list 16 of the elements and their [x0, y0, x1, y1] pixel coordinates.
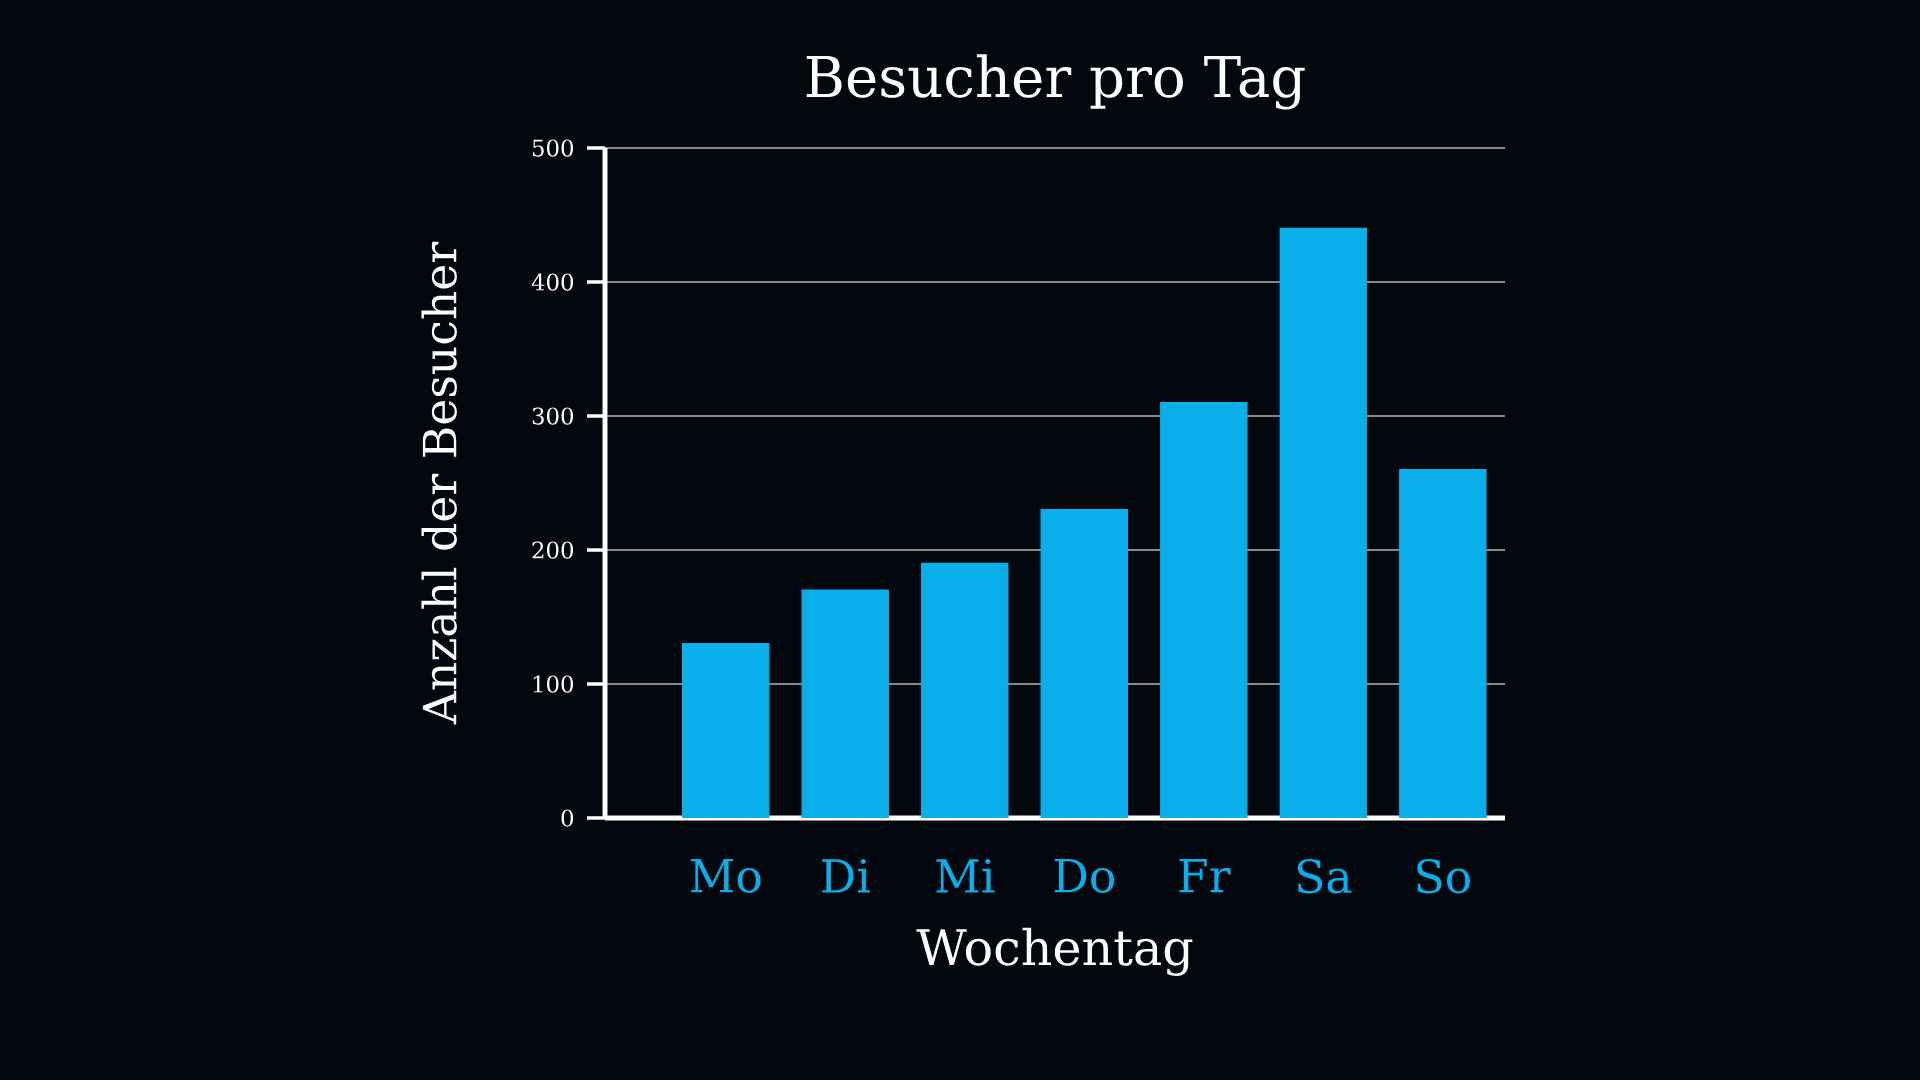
- x-tick-label: So: [1417, 858, 1470, 894]
- y-axis-title: Anzahl der Besucher: [421, 241, 457, 725]
- x-tick-label: Sa: [1297, 858, 1352, 894]
- y-tick-label: 300: [532, 407, 574, 425]
- x-tick-label: Mi: [936, 858, 995, 893]
- y-tick-label: 200: [532, 541, 574, 559]
- y-tick-label: 0: [561, 809, 574, 827]
- y-tick-label: 400: [531, 273, 574, 291]
- x-tick-label: Di: [822, 858, 870, 893]
- x-tick-label: Do: [1054, 858, 1115, 893]
- y-tick-label: 100: [533, 675, 574, 693]
- x-axis-title: Wochentag: [916, 927, 1193, 976]
- chart-title: Besucher pro Tag: [806, 54, 1305, 110]
- y-tick-label: 500: [532, 139, 574, 157]
- x-tick-label: Mo: [690, 858, 761, 893]
- x-tick-label: Fr: [1179, 858, 1231, 893]
